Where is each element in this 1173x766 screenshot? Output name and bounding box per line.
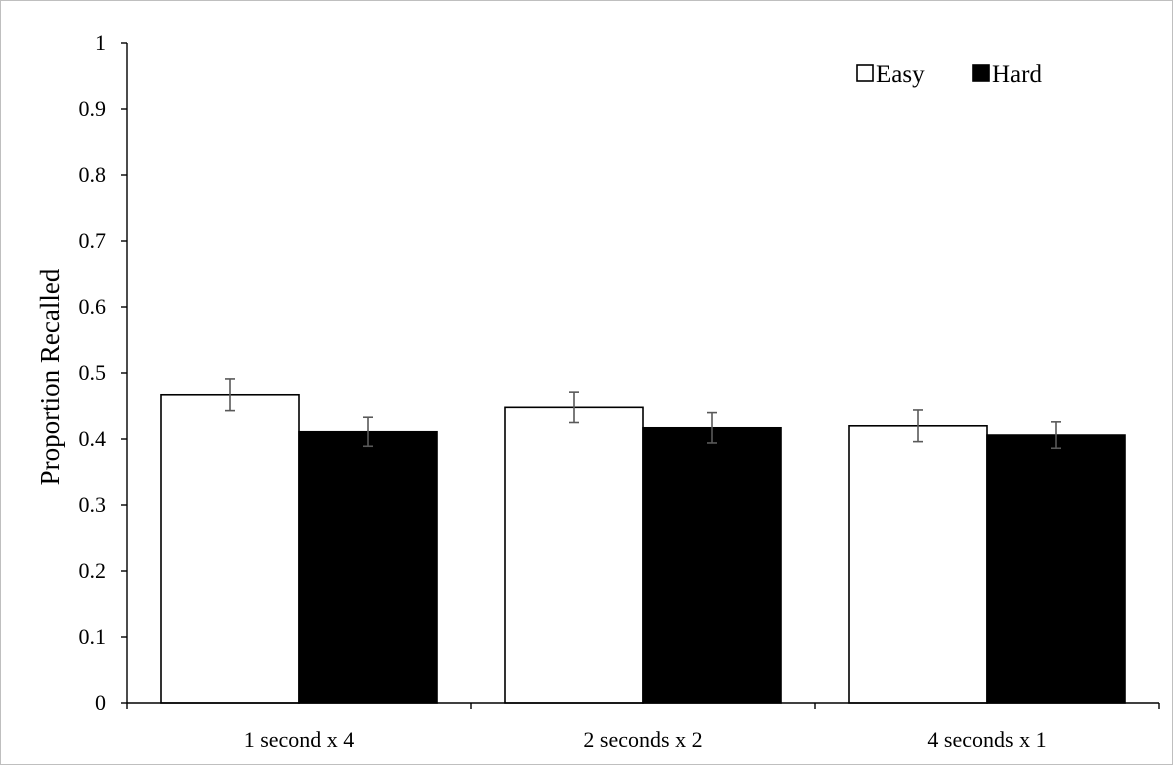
legend-label-easy: Easy xyxy=(876,61,925,88)
bars-layer xyxy=(160,393,1126,704)
y-tick-label: 0.2 xyxy=(79,558,107,583)
error-bar-hard-1 xyxy=(363,416,373,448)
bar-hard-1 xyxy=(298,430,438,704)
error-bar-hard-2 xyxy=(707,411,717,444)
y-tick-label: 0.6 xyxy=(79,294,107,319)
y-tick-label: 1 xyxy=(95,30,106,55)
y-tick-label: 0.4 xyxy=(79,426,107,451)
error-bars-layer xyxy=(225,378,1061,450)
legend-item-hard: Hard xyxy=(972,61,1042,88)
legend-label-hard: Hard xyxy=(992,61,1042,88)
legend-item-easy: Easy xyxy=(856,61,925,88)
bar-easy-2 xyxy=(504,406,644,704)
x-tick-label: 2 seconds x 2 xyxy=(583,727,702,752)
x-tick-label: 4 seconds x 1 xyxy=(927,727,1046,752)
y-tick-label: 0.9 xyxy=(79,96,107,121)
y-tick-label: 0 xyxy=(95,690,106,715)
bar-easy-1 xyxy=(160,393,300,704)
x-tick-label: 1 second x 4 xyxy=(244,727,355,752)
error-bar-hard-3 xyxy=(1051,421,1061,450)
bar-hard-3 xyxy=(986,434,1126,704)
y-tick-label: 0.7 xyxy=(79,228,107,253)
y-tick-label: 0.3 xyxy=(79,492,107,517)
y-axis-title: Proportion Recalled xyxy=(35,268,65,485)
legend-swatch-easy xyxy=(856,64,874,82)
legend-swatch-hard xyxy=(972,64,990,82)
error-bar-easy-3 xyxy=(913,409,923,443)
axes-layer xyxy=(121,42,1160,709)
y-tick-label: 0.8 xyxy=(79,162,107,187)
y-tick-label: 0.5 xyxy=(79,360,107,385)
bar-easy-3 xyxy=(848,424,988,704)
y-tick-label: 0.1 xyxy=(79,624,107,649)
legend: Easy Hard xyxy=(856,61,1042,88)
bar-hard-2 xyxy=(642,426,782,704)
error-bar-easy-2 xyxy=(569,391,579,424)
labels-layer: 0 0.1 0.2 0.3 0.4 0.5 0.6 0.7 0.8 0.9 1 1 second x … xyxy=(35,30,1047,752)
error-bar-easy-1 xyxy=(225,378,235,412)
